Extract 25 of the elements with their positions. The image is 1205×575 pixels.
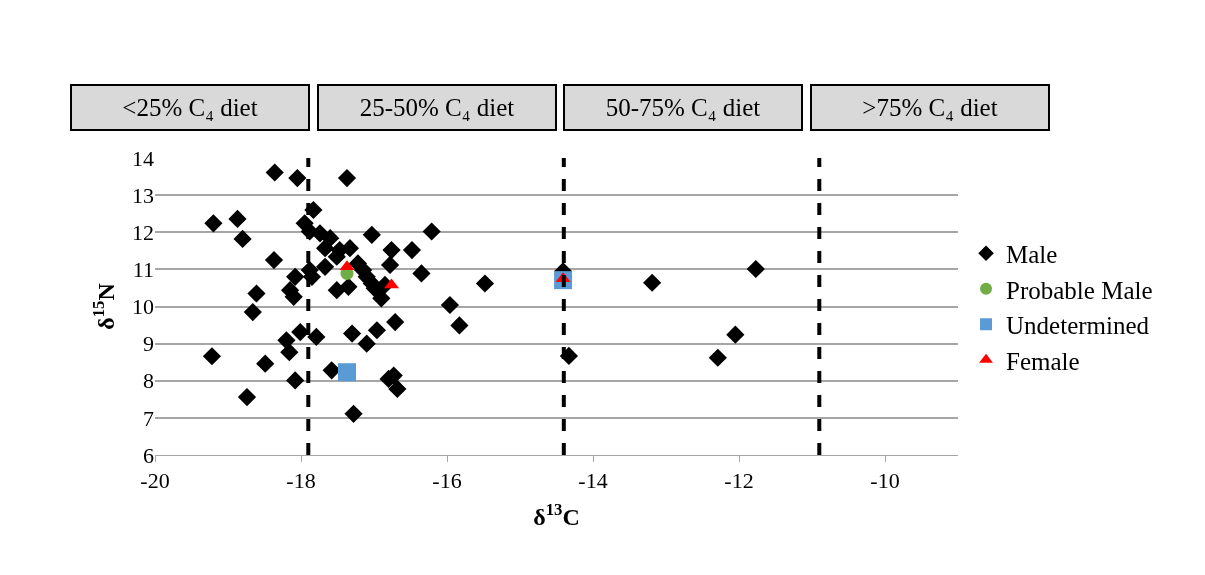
legend-label: Female [1006,347,1080,375]
text: <25% C₄ diet [122,94,258,121]
y-tick-label: 13 [132,182,154,208]
y-tick-label: 11 [132,257,154,283]
text: >75% C₄ diet [862,94,998,121]
x-tick-label: -20 [140,468,170,494]
x-tick-label: -16 [432,468,462,494]
x-tick-label: -10 [870,468,900,494]
legend-label: Male [1006,241,1058,268]
y-tick-label: 8 [143,368,154,394]
text: 50-75% C₄ diet [605,94,761,121]
x-tick-label: -18 [286,468,316,494]
x-axis-title: δ$^{13}$C [533,499,580,530]
legend-label: Probable Male [1006,276,1153,304]
y-tick-label: 14 [132,145,154,171]
text: 25-50% C₄ diet [359,94,515,121]
x-tick-label: -14 [578,468,608,494]
point [337,363,356,382]
x-tick-label: -12 [724,468,754,494]
y-tick-label: 12 [132,219,154,245]
y-tick-label: 6 [143,442,154,468]
y-tick-label: 9 [143,331,154,357]
y-tick-label: 10 [132,294,154,320]
y-tick-label: 7 [143,405,154,431]
legend-label: Undetermined [1006,312,1150,339]
